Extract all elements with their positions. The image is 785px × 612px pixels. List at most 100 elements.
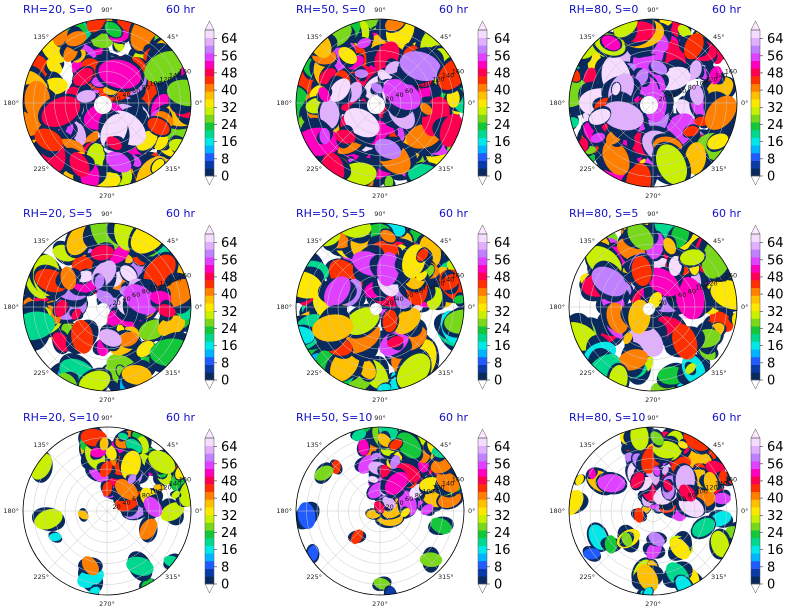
- colorbar-segment: [751, 53, 760, 62]
- rain-cell: [120, 450, 141, 480]
- panel-title: RH=80, S=0: [569, 3, 639, 16]
- radius-label: 120: [432, 483, 444, 491]
- radius-label: 100: [149, 283, 161, 291]
- radius-label: 80: [688, 491, 696, 499]
- colorbar-segment: [478, 234, 487, 242]
- rain-cell: [154, 135, 169, 151]
- colorbar-segment: [205, 152, 214, 161]
- colorbar-tick-label: 32: [221, 509, 238, 524]
- colorbar-tick-label: 24: [494, 526, 511, 541]
- polar-plot: 90°45°0°315°270°225°180°135°20 40 60 80 1001…: [276, 414, 511, 608]
- azimuth-label: 135°: [33, 237, 49, 245]
- rain-cell: [631, 255, 652, 286]
- rain-rate-field: [569, 427, 737, 595]
- colorbar-tick-label: 48: [494, 270, 511, 285]
- radius-label: 140: [169, 276, 181, 284]
- rain-cell: [116, 331, 139, 347]
- colorbar-segment: [478, 60, 487, 69]
- colorbar-segment: [205, 484, 214, 493]
- azimuth-line: [652, 510, 713, 571]
- rain-cell: [319, 98, 340, 129]
- azimuth-line: [593, 510, 654, 571]
- colorbar-tick-label: 56: [767, 49, 784, 64]
- colorbar-extend-max: [477, 428, 488, 439]
- colorbar-segment: [751, 310, 760, 319]
- azimuth-label: 270°: [372, 600, 388, 608]
- colorbar-tick-label: 48: [494, 474, 511, 489]
- colorbar-segment: [205, 310, 214, 319]
- colorbar-segment: [205, 168, 214, 177]
- radius-label: 40: [395, 295, 403, 303]
- azimuth-label: 135°: [306, 441, 322, 449]
- colorbar-segment: [205, 60, 214, 69]
- colorbar-segment: [205, 356, 214, 365]
- rain-cell: [126, 556, 154, 576]
- rain-cell: [710, 530, 730, 558]
- radius-label: 80: [415, 287, 423, 295]
- colorbar-tick-label: 8: [767, 560, 775, 575]
- colorbar-segment: [478, 83, 487, 92]
- colorbar-segment: [751, 287, 760, 296]
- colorbar-segment: [751, 333, 760, 342]
- radius-label: 160: [452, 68, 464, 76]
- azimuth-label: 45°: [167, 237, 179, 245]
- colorbar-segment: [751, 76, 760, 85]
- colorbar-tick-label: 56: [221, 253, 238, 268]
- azimuth-label: 135°: [579, 237, 595, 245]
- azimuth-line: [106, 510, 167, 571]
- rain-cell: [617, 349, 649, 371]
- rain-cell: [430, 517, 452, 535]
- colorbar-extend-max: [477, 20, 488, 31]
- colorbar: 0 8 16 24 32 40 48 56 64: [204, 428, 238, 594]
- colorbar-segment: [751, 364, 760, 373]
- rain-cell: [382, 496, 396, 510]
- colorbar-segment: [478, 264, 487, 273]
- azimuth-label: 315°: [711, 573, 727, 581]
- colorbar-segment: [478, 507, 487, 516]
- azimuth-line: [379, 451, 440, 512]
- plot-boundary: [22, 222, 192, 392]
- colorbar-segment: [205, 45, 214, 54]
- plot-boundary: [568, 18, 738, 188]
- colorbar-segment: [478, 137, 487, 146]
- panel-title: RH=50, S=5: [296, 207, 366, 220]
- colorbar-segment: [478, 152, 487, 161]
- azimuth-label: 45°: [440, 33, 452, 41]
- azimuth-line: [652, 247, 713, 308]
- azimuth-label: 270°: [645, 396, 661, 404]
- radius-label: 60: [678, 291, 686, 299]
- colorbar-segment: [478, 356, 487, 365]
- colorbar: 0 8 16 24 32 40 48 56 64: [477, 20, 511, 186]
- polar-grid: [295, 18, 465, 188]
- radius-label: 120: [705, 483, 717, 491]
- azimuth-line: [106, 247, 167, 308]
- colorbar-segment: [205, 553, 214, 562]
- azimuth-label: 180°: [3, 303, 19, 311]
- rain-cell: [648, 532, 665, 547]
- radius-label: 20: [113, 299, 121, 307]
- rain-cell: [707, 133, 729, 150]
- colorbar-segment: [751, 122, 760, 131]
- colorbar-tick-label: 0: [494, 170, 502, 185]
- colorbar-segment: [478, 445, 487, 454]
- panel-title: RH=20, S=5: [23, 207, 93, 220]
- colorbar-segment: [205, 318, 214, 327]
- colorbar-segment: [205, 37, 214, 46]
- plot-boundary: [568, 426, 738, 596]
- azimuth-label: 90°: [374, 6, 386, 14]
- rain-cell: [675, 276, 705, 320]
- colorbar-segment: [478, 99, 487, 108]
- colorbar-frame: [204, 233, 215, 381]
- radius-label: 140: [715, 72, 727, 80]
- azimuth-line: [652, 451, 713, 512]
- rain-cell: [368, 475, 379, 483]
- azimuth-label: 0°: [468, 507, 475, 515]
- colorbar-segment: [205, 560, 214, 569]
- colorbar-extend-max: [204, 20, 215, 31]
- rain-cell: [121, 365, 152, 385]
- rain-cell: [55, 299, 68, 317]
- colorbar-segment: [205, 522, 214, 531]
- colorbar-segment: [205, 476, 214, 485]
- colorbar-segment: [205, 145, 214, 154]
- colorbar-segment: [205, 76, 214, 85]
